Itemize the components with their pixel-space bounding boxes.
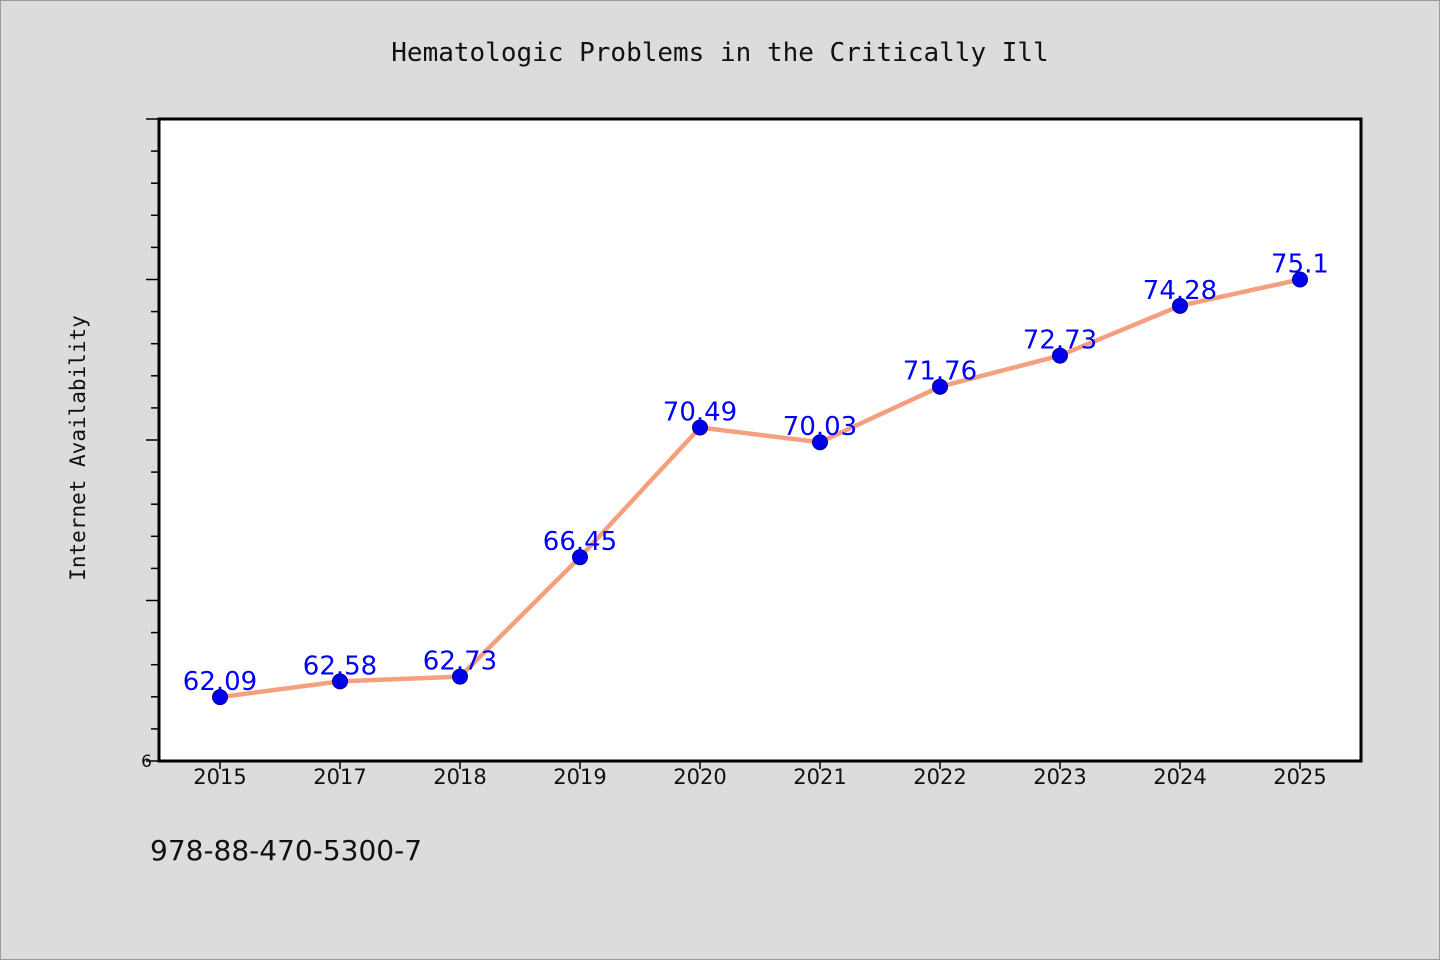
x-tick-label: 2021 bbox=[793, 765, 846, 789]
data-point bbox=[692, 419, 708, 436]
data-label: 70.49 bbox=[663, 397, 737, 427]
chart-title: Hematologic Problems in the Critically I… bbox=[391, 38, 1048, 68]
data-label: 66.45 bbox=[543, 527, 617, 557]
data-label: 62.58 bbox=[303, 651, 377, 681]
y-axis-label: Internet Availability bbox=[66, 315, 90, 581]
x-axis-ticks: 2015 2017 2018 2019 2020 2021 2022 2023 2024 2025 bbox=[193, 761, 1327, 789]
x-tick-label: 2023 bbox=[1033, 765, 1086, 789]
x-tick-label: 2017 bbox=[313, 765, 366, 789]
x-tick-label: 2020 bbox=[673, 765, 726, 789]
data-point bbox=[932, 378, 948, 395]
data-point bbox=[1172, 297, 1188, 314]
x-tick-label: 2024 bbox=[1153, 765, 1206, 789]
data-label: 71.76 bbox=[903, 357, 977, 387]
x-tick-label: 2025 bbox=[1273, 765, 1326, 789]
footer-isbn: 978-88-470-5300-7 bbox=[150, 834, 423, 867]
data-label: 62.73 bbox=[423, 647, 497, 677]
x-tick-label: 2015 bbox=[193, 765, 246, 789]
data-label: 75.1 bbox=[1271, 250, 1329, 280]
y-axis-ticks: 6 bbox=[141, 118, 159, 772]
data-point bbox=[1292, 271, 1308, 288]
data-label: 72.73 bbox=[1023, 326, 1097, 356]
x-tick-label: 2022 bbox=[913, 765, 966, 789]
data-labels: 62.09 62.58 62.73 66.45 70.49 70.03 71.76 72.73… bbox=[183, 250, 1329, 698]
data-label: 62.09 bbox=[183, 667, 257, 697]
data-point bbox=[812, 434, 828, 451]
data-point bbox=[212, 689, 228, 706]
data-label: 70.03 bbox=[783, 412, 857, 442]
series-line-group bbox=[219, 277, 1301, 700]
series-line bbox=[219, 277, 1301, 700]
data-point bbox=[572, 549, 588, 566]
x-tick-label: 2018 bbox=[433, 765, 486, 789]
data-point bbox=[452, 668, 468, 685]
series-markers bbox=[212, 271, 1308, 706]
y-tick-label: 6 bbox=[141, 752, 152, 772]
data-point bbox=[332, 673, 348, 690]
data-label: 74.28 bbox=[1143, 276, 1217, 306]
plot-area bbox=[157, 117, 1363, 763]
x-tick-label: 2019 bbox=[553, 765, 606, 789]
data-point bbox=[1052, 347, 1068, 364]
